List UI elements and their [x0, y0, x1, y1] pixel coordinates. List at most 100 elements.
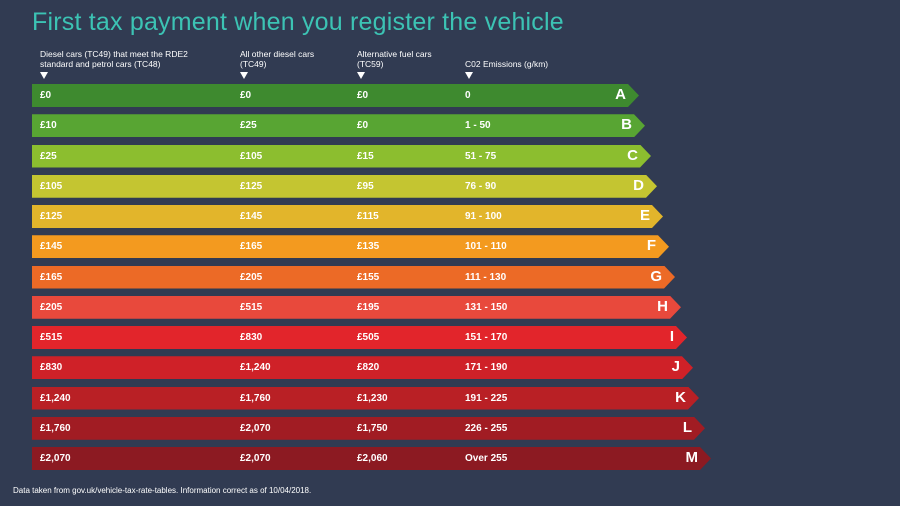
- header-rde2-petrol-label: Diesel cars (TC49) that meet the RDE2 st…: [40, 49, 188, 69]
- band-arrow-shape: [32, 84, 639, 107]
- cell-rde2-petrol: £10: [40, 120, 57, 132]
- down-arrow-icon: [40, 72, 48, 79]
- header-alt-fuel: Alternative fuel cars (TC59): [357, 49, 437, 79]
- cell-alt-fuel: £15: [357, 150, 374, 162]
- band-letter: M: [685, 449, 699, 466]
- cell-co2: Over 255: [465, 453, 508, 464]
- cell-co2: 76 - 90: [465, 180, 497, 192]
- cell-co2: 1 - 50: [465, 120, 491, 132]
- band-row-g: £165 £205 £155 111 - 130 G: [32, 266, 675, 289]
- cell-rde2-petrol: £125: [40, 211, 63, 222]
- band-letter: D: [633, 176, 644, 194]
- cell-other-diesel: £515: [240, 301, 263, 313]
- band-row-e: £125 £145 £115 91 - 100 E: [32, 205, 663, 228]
- down-arrow-icon: [240, 72, 248, 79]
- cell-alt-fuel: £1,230: [357, 392, 388, 404]
- band-arrow-shape: [32, 296, 681, 319]
- cell-co2: 151 - 170: [465, 332, 508, 343]
- cell-alt-fuel: £155: [357, 271, 380, 283]
- header-alt-fuel-label: Alternative fuel cars (TC59): [357, 49, 432, 69]
- cell-other-diesel: £1,760: [240, 392, 271, 404]
- cell-co2: 171 - 190: [465, 362, 508, 374]
- cell-co2: 91 - 100: [465, 211, 502, 222]
- band-arrow-shape: [32, 114, 645, 137]
- band-row-c: £25 £105 £15 51 - 75 C: [32, 145, 651, 168]
- band-row-k: £1,240 £1,760 £1,230 191 - 225 K: [32, 387, 699, 410]
- band-letter: I: [669, 328, 674, 345]
- band-arrow-shape: [32, 235, 669, 258]
- cell-other-diesel: £2,070: [240, 453, 271, 464]
- band-row-b: £10 £25 £0 1 - 50 B: [32, 114, 645, 137]
- cell-alt-fuel: £115: [357, 211, 379, 222]
- cell-other-diesel: £205: [240, 271, 263, 283]
- band-row-m: £2,070 £2,070 £2,060 Over 255 M: [32, 447, 711, 470]
- band-letter: F: [646, 237, 656, 255]
- page-title: First tax payment when you register the …: [32, 8, 564, 36]
- cell-alt-fuel: £0: [357, 120, 369, 132]
- band-letter: G: [650, 267, 662, 285]
- band-arrow-shape: [32, 145, 651, 168]
- band-row-j: £830 £1,240 £820 171 - 190 J: [32, 356, 693, 379]
- cell-rde2-petrol: £2,070: [40, 453, 71, 464]
- cell-alt-fuel: £505: [357, 332, 380, 343]
- cell-alt-fuel: £0: [357, 90, 369, 101]
- band-arrow-shape: [32, 417, 705, 440]
- down-arrow-icon: [357, 72, 365, 79]
- cell-rde2-petrol: £105: [40, 180, 63, 192]
- cell-other-diesel: £105: [240, 150, 263, 162]
- footnote: Data taken from gov.uk/vehicle-tax-rate-…: [13, 486, 312, 495]
- band-row-a: £0 £0 £0 0 A: [32, 84, 639, 107]
- cell-rde2-petrol: £165: [40, 271, 63, 283]
- cell-alt-fuel: £95: [357, 180, 374, 192]
- cell-other-diesel: £0: [240, 90, 252, 101]
- cell-other-diesel: £2,070: [240, 422, 271, 434]
- cell-rde2-petrol: £0: [40, 90, 52, 101]
- band-arrow-shape: [32, 266, 675, 289]
- cell-alt-fuel: £1,750: [357, 422, 388, 434]
- band-letter: L: [682, 418, 692, 436]
- band-arrow-shape: [32, 447, 711, 470]
- header-other-diesel: All other diesel cars (TC49): [240, 49, 330, 79]
- cell-other-diesel: £145: [240, 211, 263, 222]
- cell-rde2-petrol: £515: [40, 332, 63, 343]
- cell-co2: 111 - 130: [465, 271, 507, 283]
- band-row-l: £1,760 £2,070 £1,750 226 - 255 L: [32, 417, 705, 440]
- band-letter: E: [639, 207, 650, 224]
- header-other-diesel-label: All other diesel cars (TC49): [240, 49, 315, 69]
- band-letter: H: [657, 297, 668, 315]
- cell-co2: 226 - 255: [465, 422, 508, 434]
- cell-rde2-petrol: £145: [40, 241, 63, 253]
- cell-alt-fuel: £135: [357, 241, 380, 253]
- cell-rde2-petrol: £830: [40, 362, 63, 374]
- header-rde2-petrol: Diesel cars (TC49) that meet the RDE2 st…: [40, 49, 210, 79]
- cell-other-diesel: £1,240: [240, 362, 271, 374]
- band-row-d: £105 £125 £95 76 - 90 D: [32, 175, 657, 198]
- band-arrow-shape: [32, 326, 687, 349]
- cell-rde2-petrol: £205: [40, 301, 63, 313]
- cell-rde2-petrol: £1,240: [40, 392, 71, 404]
- cell-rde2-petrol: £25: [40, 150, 57, 162]
- cell-co2: 51 - 75: [465, 150, 497, 162]
- band-letter: J: [671, 358, 680, 376]
- band-arrow-shape: [32, 387, 699, 410]
- cell-co2: 101 - 110: [465, 241, 507, 253]
- band-arrow-shape: [32, 356, 693, 379]
- cell-other-diesel: £125: [240, 180, 263, 192]
- down-arrow-icon: [465, 72, 473, 79]
- header-co2: C02 Emissions (g/km): [465, 59, 585, 79]
- cell-other-diesel: £165: [240, 241, 263, 253]
- band-letter: C: [627, 146, 638, 164]
- band-letter: K: [675, 388, 686, 406]
- cell-co2: 191 - 225: [465, 392, 508, 404]
- cell-rde2-petrol: £1,760: [40, 422, 71, 434]
- band-letter: B: [621, 116, 632, 134]
- header-co2-label: C02 Emissions (g/km): [465, 59, 549, 69]
- band-arrow-shape: [32, 175, 657, 198]
- cell-other-diesel: £830: [240, 332, 263, 343]
- band-row-i: £515 £830 £505 151 - 170 I: [32, 326, 687, 349]
- cell-alt-fuel: £820: [357, 362, 380, 374]
- cell-other-diesel: £25: [240, 120, 257, 132]
- band-letter: A: [615, 86, 626, 103]
- cell-co2: 131 - 150: [465, 301, 508, 313]
- band-arrow-shape: [32, 205, 663, 228]
